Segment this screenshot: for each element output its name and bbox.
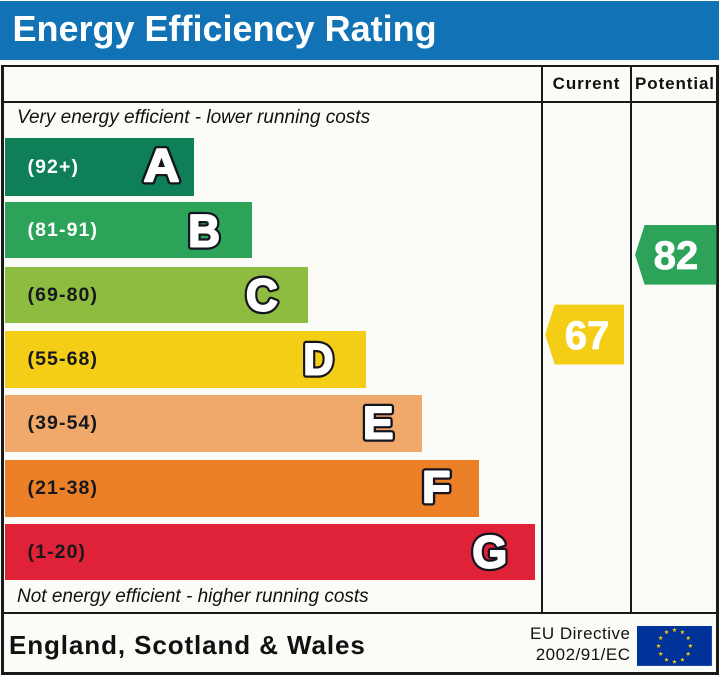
svg-text:G: G xyxy=(472,526,507,577)
svg-text:A: A xyxy=(144,140,180,191)
svg-text:B: B xyxy=(188,207,220,257)
svg-text:D: D xyxy=(303,336,333,385)
svg-text:B: B xyxy=(188,207,220,257)
svg-text:F: F xyxy=(422,462,450,512)
svg-text:C: C xyxy=(246,271,278,321)
svg-text:A: A xyxy=(144,140,180,191)
svg-text:C: C xyxy=(246,271,278,321)
svg-text:G: G xyxy=(472,526,507,577)
svg-text:F: F xyxy=(422,462,450,512)
svg-text:E: E xyxy=(363,398,393,449)
svg-text:82: 82 xyxy=(654,234,699,278)
svg-text:E: E xyxy=(363,398,393,449)
svg-text:D: D xyxy=(303,336,333,385)
svg-text:67: 67 xyxy=(565,314,610,358)
